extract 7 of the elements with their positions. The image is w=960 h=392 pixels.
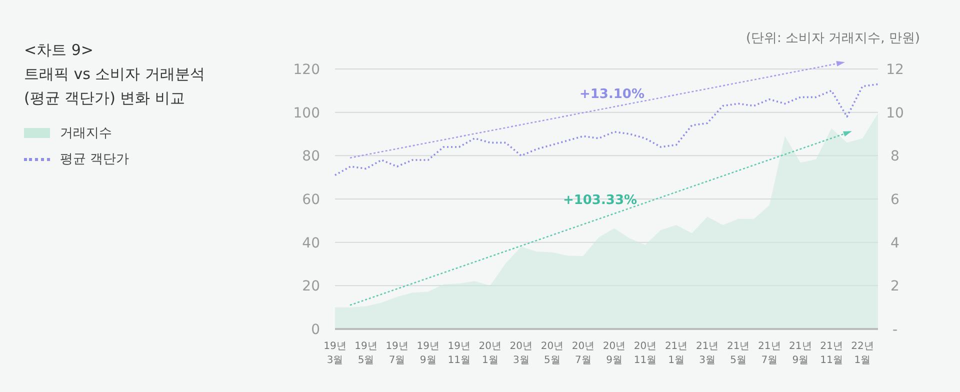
legend-label: 거래지수 (60, 125, 112, 142)
subtitle: 트래픽 vs 소비자 거래분석 (평균 객단가) 변화 비교 (24, 64, 206, 109)
legend-label: 평균 객단가 (60, 151, 130, 168)
title: <차트 9> (24, 40, 94, 61)
annotation: (단위: 소비자 거래지수, 만원) (746, 31, 920, 46)
annotation: +103.33% (562, 193, 638, 208)
annotation: +13.10% (579, 87, 645, 102)
